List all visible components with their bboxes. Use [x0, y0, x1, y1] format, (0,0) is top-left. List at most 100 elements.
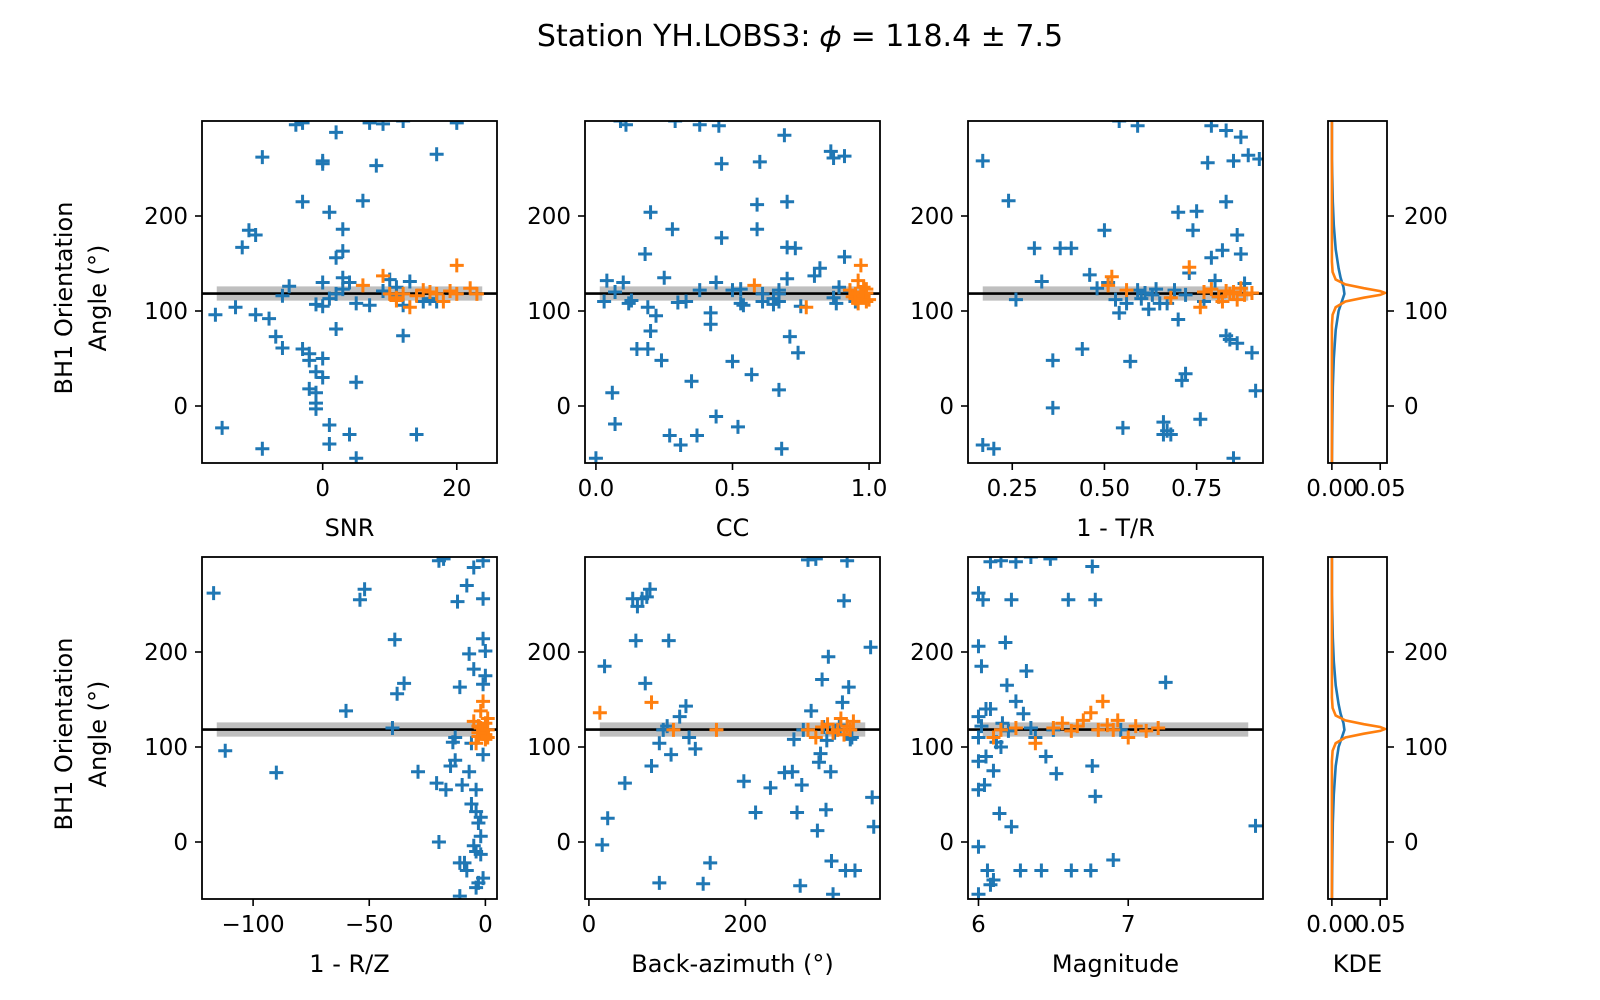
point-all [1004, 819, 1019, 834]
point-all [808, 557, 823, 566]
point-all [295, 121, 310, 130]
point-all [835, 695, 850, 710]
point-all [837, 249, 852, 264]
point-all [1226, 153, 1241, 168]
point-all [763, 780, 778, 795]
point-all [255, 150, 270, 165]
point-selected [820, 717, 835, 732]
point-all [469, 782, 484, 797]
point-all [1064, 241, 1079, 256]
point-all [449, 121, 464, 130]
point-all [339, 703, 354, 718]
ylabel-top-line1: BH1 Orientation [50, 202, 78, 395]
point-all [335, 282, 350, 297]
point-all [455, 778, 470, 792]
point-all [473, 847, 488, 862]
point-all [826, 151, 841, 166]
point-all [971, 839, 986, 854]
point-all [980, 863, 995, 878]
point-all [436, 557, 451, 566]
point-selected [436, 294, 451, 309]
point-selected [1046, 721, 1061, 735]
point-all [464, 797, 479, 811]
ytick-label: 0 [173, 830, 188, 856]
point-all [971, 709, 986, 724]
point-all [736, 298, 751, 313]
point-all [750, 197, 765, 212]
point-all [786, 732, 801, 747]
point-all [1043, 557, 1058, 566]
point-all [1185, 223, 1200, 238]
point-selected [644, 695, 659, 710]
point-selected [986, 730, 1001, 745]
point-selected [1008, 721, 1023, 735]
point-all [342, 275, 357, 290]
point-all [1019, 664, 1034, 678]
point-all [459, 578, 474, 593]
point-all [335, 244, 350, 259]
xtick-label: 20 [442, 476, 471, 502]
point-all [599, 273, 614, 288]
point-all [1112, 121, 1127, 128]
point-selected [808, 730, 823, 745]
ytick-label: 200 [1404, 204, 1448, 230]
point-all [993, 740, 1008, 754]
ytick-label: 100 [144, 299, 188, 325]
point-all [1085, 759, 1100, 773]
point-all [1244, 345, 1259, 360]
point-all [376, 284, 391, 299]
point-all [703, 317, 718, 332]
point-all [974, 659, 989, 674]
xtick-label: 0 [478, 912, 493, 938]
point-all [262, 311, 277, 326]
point-all [624, 293, 639, 308]
point-all [696, 876, 711, 891]
point-all [971, 639, 986, 654]
point-all [1178, 287, 1193, 302]
point-all [1215, 243, 1230, 258]
point-all [385, 721, 400, 735]
xtick-label: 0.5 [714, 476, 751, 502]
point-all [295, 194, 310, 209]
point-all [725, 354, 740, 369]
point-all [748, 805, 763, 820]
point-all [462, 646, 477, 661]
point-all [315, 370, 330, 385]
point-all [335, 222, 350, 237]
axes-frame [967, 556, 1264, 900]
point-all [1001, 193, 1016, 208]
point-selected [443, 284, 458, 299]
point-all [476, 677, 491, 692]
point-all [791, 345, 806, 360]
point-all [654, 353, 669, 368]
point-all [1248, 818, 1263, 833]
point-selected [993, 722, 1008, 737]
point-all [1252, 152, 1263, 166]
point-all [812, 261, 827, 276]
point-all [1141, 302, 1156, 317]
point-all [342, 427, 357, 442]
point-all [1163, 427, 1178, 442]
point-selected [1028, 736, 1043, 751]
point-all [478, 644, 493, 659]
point-all [1193, 412, 1208, 427]
point-all [703, 855, 718, 870]
xtick-label: 0.25 [987, 476, 1038, 502]
ytick-label: 200 [144, 640, 188, 666]
point-all [977, 778, 992, 792]
point-selected [1055, 716, 1070, 731]
point-all [452, 889, 467, 899]
point-selected [862, 292, 877, 307]
xtick-label: −50 [345, 912, 394, 938]
point-all [998, 635, 1013, 650]
point-all [752, 154, 767, 169]
point-all [429, 776, 444, 791]
xlabel-baz: Back-azimuth (°) [631, 950, 833, 978]
point-all [692, 283, 707, 298]
point-selected [1128, 719, 1143, 734]
point-selected [402, 300, 417, 315]
panel-cc: 0.0 0.5 1.0 0 100 200 CC [527, 120, 888, 542]
xtick-label: 7 [1121, 912, 1136, 938]
xtick-label: 1.0 [851, 476, 888, 502]
